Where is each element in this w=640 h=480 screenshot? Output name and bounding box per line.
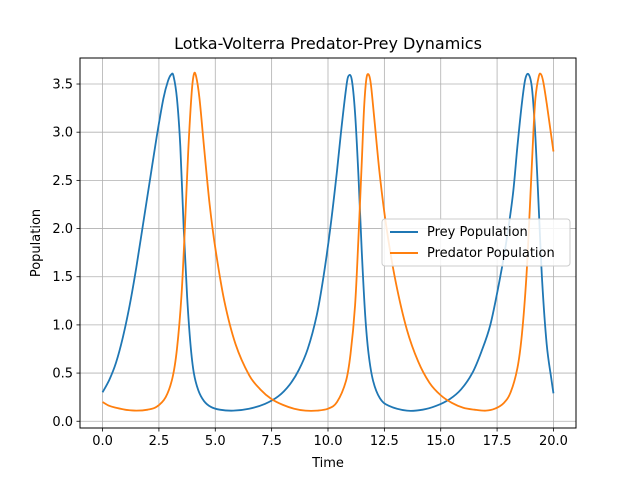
y-axis-label: Population — [29, 209, 44, 277]
y-axis-ticks: 0.0 0.5 1.0 1.5 2.0 2.5 3.0 3.5 — [52, 78, 80, 430]
x-axis-label: Time — [311, 456, 344, 471]
series-line-prey — [101, 72, 555, 412]
x-tick-label: 12.5 — [370, 434, 399, 449]
y-tick-label: 1.5 — [52, 270, 73, 285]
y-tick-label: 3.0 — [52, 126, 73, 141]
legend-label-predator: Predator Population — [427, 246, 555, 261]
chart-title: Lotka-Volterra Predator-Prey Dynamics — [174, 34, 482, 53]
x-tick-label: 0.0 — [92, 434, 113, 449]
x-tick-label: 20.0 — [539, 434, 568, 449]
legend-box — [381, 218, 571, 267]
x-tick-label: 2.5 — [149, 434, 170, 449]
y-tick-label: 1.0 — [52, 318, 73, 333]
y-tick-label: 2.0 — [52, 222, 73, 237]
x-tick-label: 17.5 — [483, 434, 512, 449]
x-tick-label: 10.0 — [314, 434, 343, 449]
x-axis-ticks: 0.0 2.5 5.0 7.5 10.0 12.5 15.0 17.5 20.0 — [92, 428, 568, 449]
y-tick-label: 3.5 — [52, 78, 73, 93]
x-tick-label: 5.0 — [205, 434, 226, 449]
y-tick-label: 2.5 — [52, 174, 73, 189]
series-line-predator — [102, 71, 555, 412]
legend: Prey Population Predator Population — [381, 218, 571, 267]
series-layer — [101, 71, 555, 412]
y-tick-label: 0.0 — [52, 415, 73, 430]
x-tick-label: 7.5 — [261, 434, 282, 449]
x-tick-label: 15.0 — [426, 434, 455, 449]
legend-label-prey: Prey Population — [427, 225, 528, 240]
y-tick-label: 0.5 — [52, 367, 73, 382]
